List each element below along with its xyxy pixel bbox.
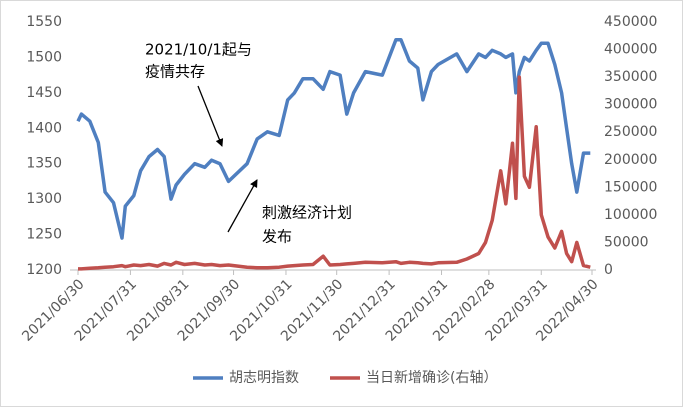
y2-tick-label: 250000 [604, 124, 657, 140]
y-tick-label: 1500 [26, 49, 62, 65]
series-line [78, 75, 591, 271]
annotation-arrow [197, 85, 224, 147]
annotation: 疫情共存 [145, 63, 205, 81]
y2-tick-label: 150000 [604, 179, 657, 195]
y-tick-label: 1350 [26, 156, 62, 172]
y2-tick-label: 0 [604, 262, 613, 278]
y2-tick-label: 400000 [604, 42, 657, 58]
y2-tick-label: 200000 [604, 152, 657, 168]
annotation: 发布 [262, 228, 292, 246]
y-tick-label: 1200 [26, 262, 62, 278]
y2-tick-label: 350000 [604, 69, 657, 85]
y-tick-label: 1400 [26, 120, 62, 136]
legend-label: 当日新增确诊(右轴） [366, 370, 497, 386]
series-line [76, 37, 591, 240]
y2-tick-label: 450000 [604, 14, 657, 30]
y-tick-label: 1300 [26, 191, 62, 207]
y-tick-label: 1450 [26, 85, 62, 101]
y2-tick-label: 300000 [604, 97, 657, 113]
legend-label: 胡志明指数 [229, 370, 299, 386]
y2-tick-label: 50000 [604, 234, 649, 250]
annotation: 2021/10/1起与 [145, 41, 252, 59]
y-tick-label: 1250 [26, 227, 62, 243]
annotation-arrow [227, 179, 258, 233]
annotation: 刺激经济计划 [262, 204, 352, 222]
y-tick-label: 1550 [26, 14, 62, 30]
y2-tick-label: 100000 [604, 207, 657, 223]
